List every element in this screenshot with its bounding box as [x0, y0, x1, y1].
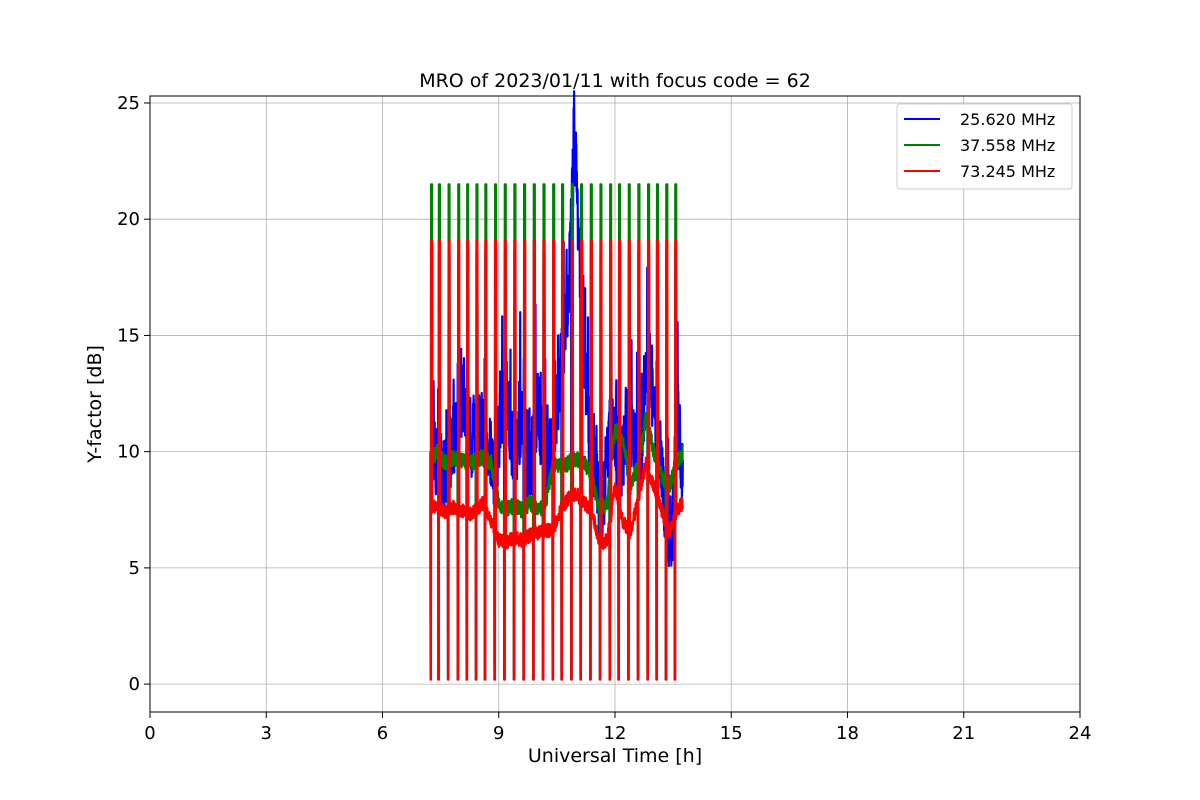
series-layer [429, 90, 684, 681]
x-tick-label: 6 [377, 723, 388, 744]
x-tick-label: 18 [836, 723, 859, 744]
grid [149, 96, 1081, 712]
x-tick-label: 15 [720, 723, 743, 744]
legend-label: 25.620 MHz [960, 110, 1055, 129]
y-tick-label: 25 [117, 93, 140, 114]
ticks: 0 3 6 9 12 15 18 21 24 0 5 10 15 20 25 [117, 93, 1091, 744]
y-tick-label: 5 [129, 558, 140, 579]
y-tick-label: 20 [117, 209, 140, 230]
y-tick-label: 15 [117, 325, 140, 346]
legend-box [896, 103, 1073, 190]
series-line-73245 [429, 239, 684, 681]
y-tick-label: 0 [129, 674, 140, 695]
y-axis-label: Y-factor [dB] [84, 345, 106, 464]
x-tick-label: 12 [604, 723, 627, 744]
legend-label: 37.558 MHz [960, 136, 1055, 155]
legend-label: 73.245 MHz [960, 162, 1055, 181]
legend: 25.620 MHz 37.558 MHz 73.245 MHz [896, 103, 1073, 190]
y-tick-label: 10 [117, 442, 140, 463]
x-tick-label: 3 [261, 723, 272, 744]
x-axis-label: Universal Time [h] [528, 745, 702, 767]
x-tick-label: 0 [144, 723, 155, 744]
chart-title: MRO of 2023/01/11 with focus code = 62 [419, 70, 811, 92]
x-tick-label: 21 [952, 723, 975, 744]
x-tick-label: 9 [493, 723, 504, 744]
x-tick-label: 24 [1069, 723, 1092, 744]
